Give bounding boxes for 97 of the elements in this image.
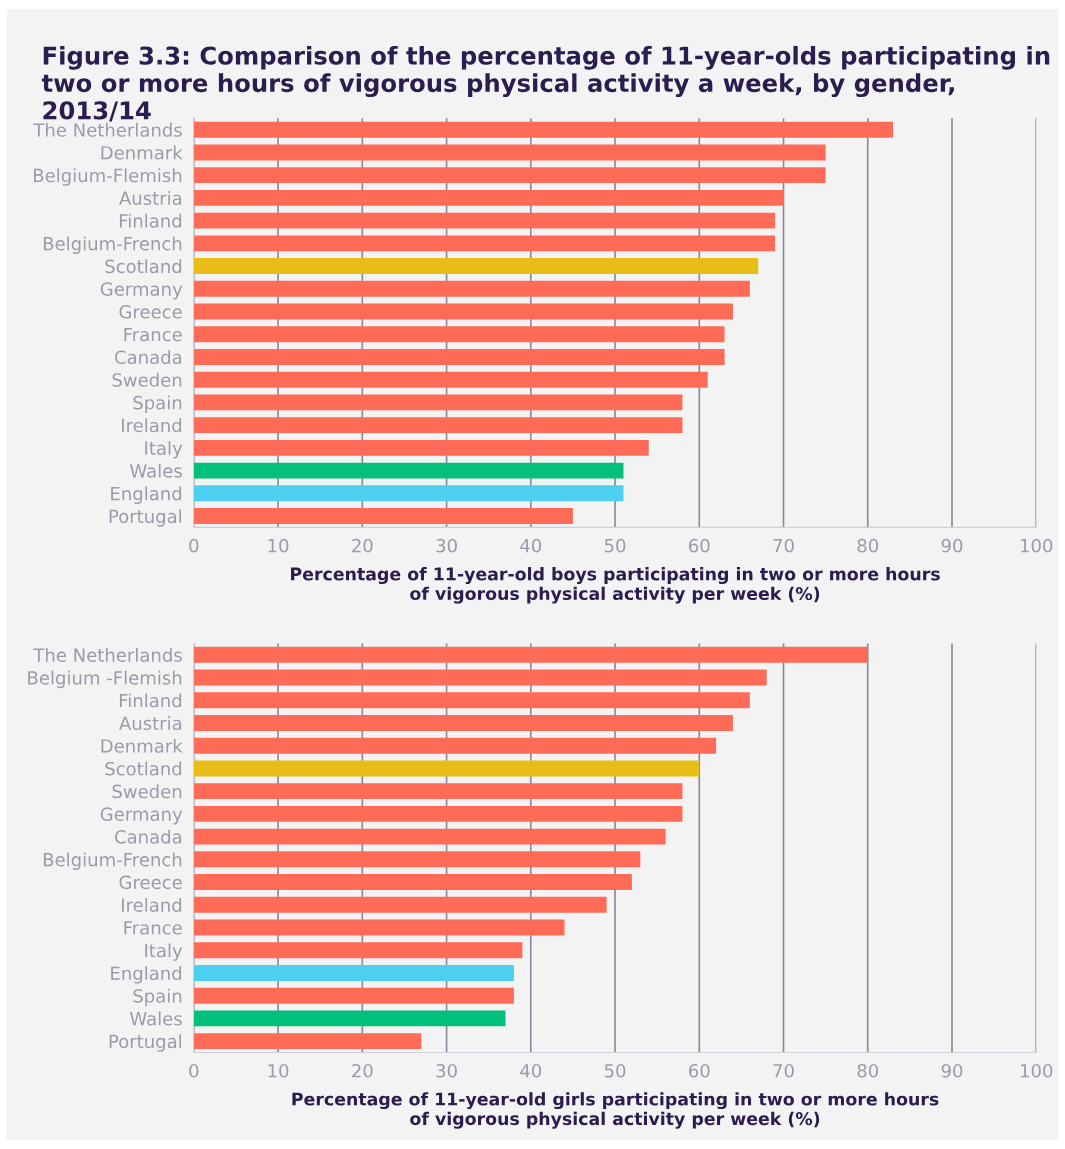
x-tick-label: 10 [268, 538, 289, 553]
x-tick-label: 30 [436, 1063, 457, 1078]
bar [193, 715, 733, 731]
y-tick-label: Finland [119, 693, 182, 708]
bar [193, 121, 894, 138]
bar [193, 942, 523, 959]
x-tick-label: 70 [773, 1063, 794, 1078]
y-tick-label: Spain [133, 395, 182, 414]
bar [193, 805, 683, 822]
bar [193, 349, 725, 365]
y-tick-label: Scotland [105, 761, 182, 776]
bar [193, 417, 683, 434]
x-tick-label: 80 [857, 538, 879, 553]
y-tick-label: Portugal [109, 1034, 182, 1052]
y-tick-label: Austria [119, 191, 182, 205]
x-tick-label: 60 [689, 538, 710, 553]
x-tick-label: 90 [941, 538, 963, 553]
y-tick-label: Canada [115, 829, 182, 844]
chart-title: Figure 3.3: Comparison of the percentage of 11-year-olds participating in two or more hours of vigorous physical activity a week, by gender, 2013/14 [41, 45, 1050, 122]
y-tick-label: Wales [130, 1011, 182, 1026]
bar [193, 326, 725, 343]
y-tick-label: Denmark [101, 145, 183, 160]
y-tick-label: Germany [100, 282, 183, 300]
x-tick-label: 40 [520, 1063, 542, 1078]
y-tick-label: Sweden [112, 784, 182, 799]
bar [193, 212, 776, 229]
x-tick-label: 30 [436, 538, 457, 553]
bar [193, 508, 573, 524]
y-tick-label: The Netherlands [33, 122, 182, 137]
bar [193, 1010, 506, 1027]
y-tick-label: Wales [130, 463, 182, 478]
y-tick-label: Austria [119, 716, 182, 731]
bar [193, 144, 826, 161]
x-tick-label: 100 [1021, 1063, 1053, 1078]
bar [193, 783, 683, 800]
y-tick-label: France [124, 327, 182, 342]
bar [193, 919, 565, 936]
y-tick-label: Portugal [109, 509, 182, 527]
bar [193, 303, 733, 320]
x-tick-label: 20 [352, 1063, 373, 1078]
bar [193, 439, 649, 456]
y-tick-label: Canada [115, 350, 182, 365]
y-tick-label: Germany [100, 807, 183, 825]
x-tick-label: 40 [520, 538, 542, 553]
y-tick-label: England [111, 486, 182, 504]
y-tick-label: Belgium-French [43, 852, 182, 870]
x-tick-label: 0 [189, 1063, 199, 1078]
y-tick-label: Ireland [122, 418, 182, 433]
y-tick-label: The Netherlands [33, 647, 182, 662]
bar [193, 737, 717, 754]
bar [193, 874, 632, 890]
y-tick-label: Ireland [122, 897, 182, 912]
x-axis-title: Percentage of 11-year-old girls participating in two or more hours of vigorous physical activity per week (%) [292, 1092, 939, 1129]
x-tick-label: 50 [604, 1063, 626, 1078]
bar [193, 896, 607, 913]
bar [193, 646, 868, 663]
y-tick-label: Greece [119, 875, 182, 890]
y-tick-label: Italy [145, 440, 183, 459]
bar [193, 394, 683, 411]
bar [193, 851, 641, 868]
y-tick-label: Denmark [101, 738, 183, 753]
x-tick-label: 0 [189, 538, 199, 553]
y-tick-label: Italy [145, 943, 183, 961]
x-tick-label: 10 [268, 1063, 289, 1078]
bar [193, 760, 700, 777]
x-tick-label: 90 [941, 1063, 963, 1078]
bar [193, 669, 767, 686]
y-tick-label: Belgium -Flemish [28, 670, 182, 689]
y-tick-label: Finland [119, 213, 182, 228]
y-tick-label: Scotland [105, 259, 182, 274]
y-tick-label: France [124, 921, 182, 935]
y-tick-label: Belgium-French [43, 236, 182, 254]
x-tick-label: 100 [1021, 538, 1053, 553]
bar [193, 964, 514, 981]
bar [193, 462, 624, 479]
y-tick-label: Sweden [112, 372, 182, 387]
bar [193, 167, 826, 184]
bar [193, 692, 750, 709]
bar [193, 371, 708, 388]
bar [193, 189, 784, 206]
bar [193, 987, 514, 1004]
bar [193, 258, 759, 275]
x-tick-label: 20 [352, 538, 373, 553]
y-tick-label: Greece [119, 304, 182, 319]
x-tick-label: 80 [857, 1063, 879, 1078]
x-tick-label: 60 [689, 1063, 710, 1078]
y-tick-label: Spain [133, 988, 182, 1007]
bar [193, 280, 750, 297]
bar [193, 1033, 422, 1050]
bar [193, 235, 776, 252]
x-axis-title: Percentage of 11-year-old boys participating in two or more hours of vigorous physical activity per week (%) [291, 567, 940, 604]
x-tick-label: 50 [604, 538, 626, 553]
y-tick-label: Belgium-Flemish [33, 168, 182, 186]
bar [193, 828, 666, 845]
y-tick-label: England [111, 966, 182, 984]
bar [193, 485, 624, 502]
x-tick-label: 70 [773, 538, 794, 553]
